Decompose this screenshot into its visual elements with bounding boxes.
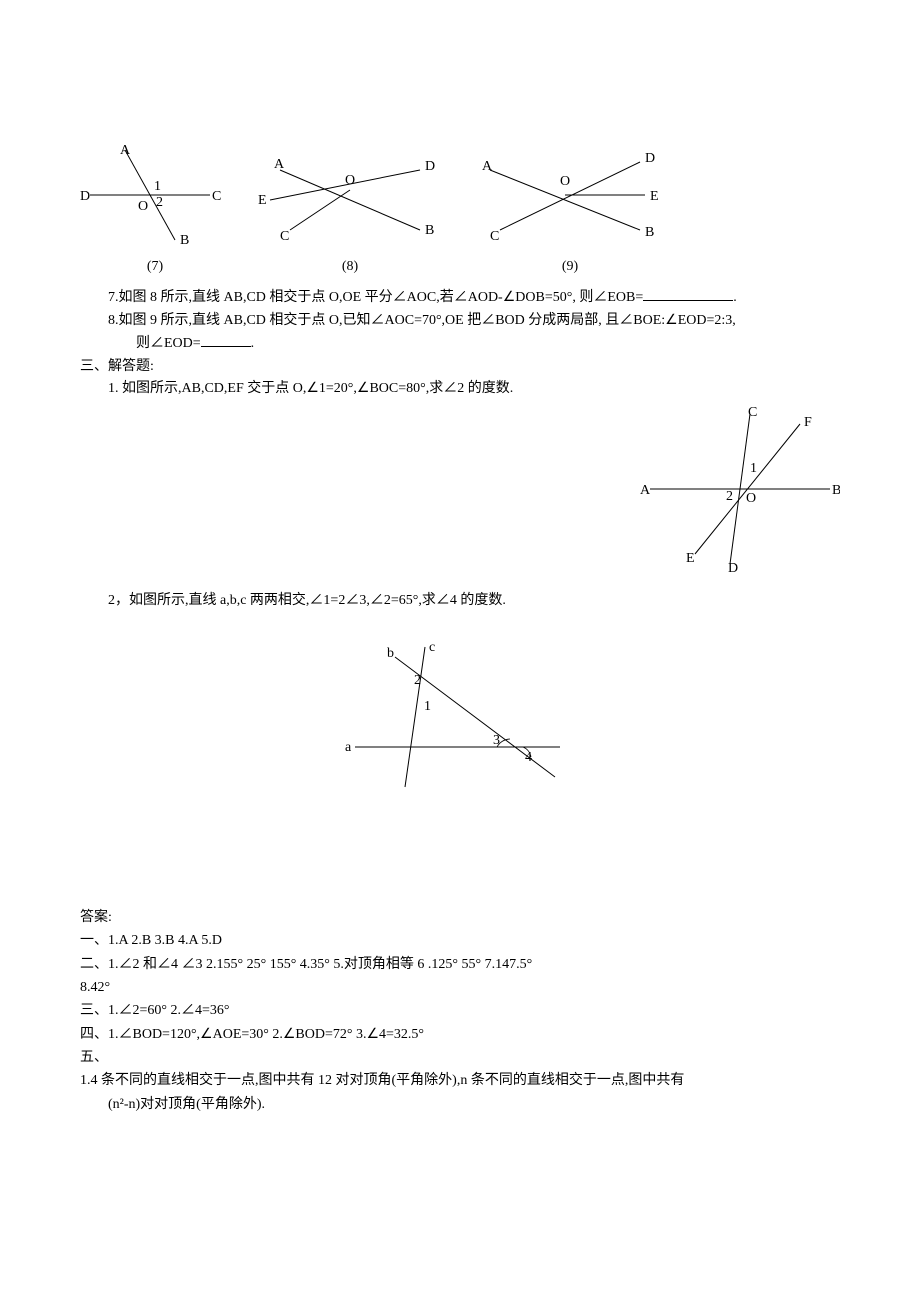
fig7-angle-1: 1 (154, 179, 161, 194)
question-8-text2: 则∠EOD= (136, 336, 201, 351)
figure-9: A B C D E O (470, 140, 670, 250)
fig7-label-B: B (180, 233, 189, 248)
fig8-label-B: B (425, 223, 434, 238)
answers-line4: 三、1.∠2=60° 2.∠4=36° (80, 1000, 840, 1022)
s3f2-1: 1 (424, 699, 431, 714)
s3f1-C: C (748, 405, 757, 420)
s3f1-B: B (832, 483, 840, 498)
s3f1-E: E (686, 551, 695, 566)
question-8-blank (201, 332, 251, 347)
s3f2-2: 2 (414, 673, 421, 688)
caption-8: (8) (250, 256, 450, 278)
figures-row-789: A B C D O 1 2 A B C D E (80, 140, 840, 250)
fig8-label-C: C (280, 229, 289, 244)
fig9-label-O: O (560, 174, 570, 189)
fig9-label-B: B (645, 225, 654, 240)
s3f1-F: F (804, 415, 812, 430)
section-3-figure-2: a b c 1 2 3 4 (345, 637, 575, 797)
fig7-label-D: D (80, 189, 90, 204)
fig8-label-O: O (345, 173, 355, 188)
s3f1-O: O (746, 491, 756, 506)
answers-line5: 四、1.∠BOD=120°,∠AOE=30° 2.∠BOD=72° 3.∠4=3… (80, 1024, 840, 1046)
s3f2-4: 4 (525, 750, 532, 765)
s3f1-a1: 1 (750, 461, 757, 476)
answers-line7: 1.4 条不同的直线相交于一点,图中共有 12 对对顶角(平角除外),n 条不同… (80, 1070, 840, 1092)
answers-line1: 一、1.A 2.B 3.B 4.A 5.D (80, 930, 840, 952)
question-8-line2: 则∠EOD=. (80, 332, 840, 355)
s3f1-A: A (640, 483, 651, 498)
question-8-text1: 8.如图 9 所示,直线 AB,CD 相交于点 O,已知∠AOC=70°,OE … (108, 313, 736, 328)
answers-line3: 8.42° (80, 977, 840, 999)
answers-head: 答案: (80, 907, 840, 929)
question-7-suffix: . (733, 290, 737, 305)
question-8-line1: 8.如图 9 所示,直线 AB,CD 相交于点 O,已知∠AOC=70°,OE … (80, 310, 840, 332)
s3f1-D: D (728, 561, 738, 574)
fig8-label-D: D (425, 159, 435, 174)
section-3-head: 三、解答题: (80, 356, 840, 378)
question-7-blank (643, 286, 733, 301)
fig7-label-O: O (138, 199, 148, 214)
fig8-label-A: A (274, 157, 285, 172)
answers-block: 答案: 一、1.A 2.B 3.B 4.A 5.D 二、1.∠2 和∠4 ∠3 … (80, 907, 840, 1117)
figure-captions-789: (7) (8) (9) (80, 256, 840, 278)
fig7-angle-2: 2 (156, 195, 163, 210)
section-3-q2: 2，如图所示,直线 a,b,c 两两相交,∠1=2∠3,∠2=65°,求∠4 的… (80, 590, 840, 612)
s3f2-b: b (387, 646, 394, 661)
s3f2-a: a (345, 740, 352, 755)
figure-7: A B C D O 1 2 (80, 140, 230, 250)
caption-9: (9) (470, 256, 670, 278)
answers-line6: 五、 (80, 1047, 840, 1069)
fig9-label-D: D (645, 151, 655, 166)
section-3-q1: 1. 如图所示,AB,CD,EF 交于点 O,∠1=20°,∠BOC=80°,求… (80, 378, 840, 400)
section-3-figure-1: A B C D E F O 1 2 (640, 404, 840, 574)
fig8-label-E: E (258, 193, 267, 208)
caption-7: (7) (80, 256, 230, 278)
answers-line2: 二、1.∠2 和∠4 ∠3 2.155° 25° 155° 4.35° 5.对顶… (80, 954, 840, 976)
question-7: 7.如图 8 所示,直线 AB,CD 相交于点 O,OE 平分∠AOC,若∠AO… (80, 286, 840, 309)
question-8-suffix: . (251, 336, 255, 351)
s3f1-a2: 2 (726, 489, 733, 504)
question-7-text: 7.如图 8 所示,直线 AB,CD 相交于点 O,OE 平分∠AOC,若∠AO… (108, 290, 643, 305)
fig9-label-A: A (482, 159, 493, 174)
fig7-label-A: A (120, 143, 131, 158)
answers-line8: (n²-n)对对顶角(平角除外). (80, 1094, 840, 1116)
s3f2-c: c (429, 640, 435, 655)
figure-8: A B C D E O (250, 140, 450, 250)
fig7-label-C: C (212, 189, 221, 204)
fig9-label-E: E (650, 189, 659, 204)
s3f2-3: 3 (493, 733, 500, 748)
fig9-label-C: C (490, 229, 499, 244)
